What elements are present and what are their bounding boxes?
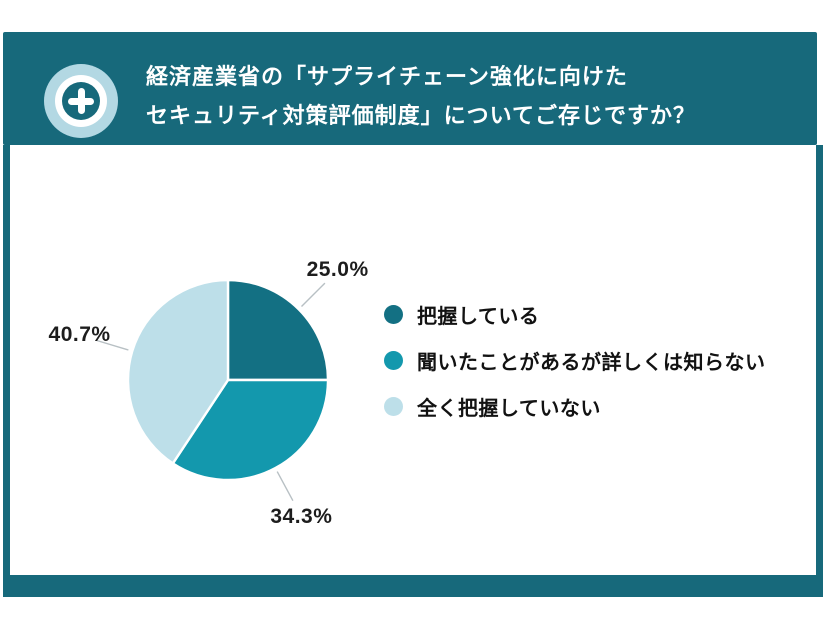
legend-label-1: 聞いたことがあるが詳しくは知らない [417, 351, 766, 374]
legend-dot-icon [384, 304, 403, 324]
legend-label-0: 把握している [417, 305, 540, 328]
question-title-line1: 経済産業省の「サプライチェーン強化に向けた [146, 64, 628, 89]
legend-item-0: 把握している [384, 302, 766, 328]
plus-icon [77, 88, 85, 114]
legend-dot-icon [384, 350, 403, 370]
pie-value-label-2: 40.7% [48, 323, 111, 347]
question-title-line2: セキュリティ対策評価制度」についてご存じですか？ [146, 103, 697, 128]
question-header: 経済産業省の「サプライチェーン強化に向けた セキュリティ対策評価制度」についてご… [3, 32, 817, 145]
legend-item-1: 聞いたことがあるが詳しくは知らない [384, 348, 766, 374]
pie-value-label-1: 34.3% [270, 504, 333, 528]
legend: 把握している 聞いたことがあるが詳しくは知らない 全く把握していない [384, 302, 766, 440]
legend-dot-icon [384, 396, 403, 416]
legend-item-2: 全く把握していない [384, 394, 766, 420]
pie-value-label-0: 25.0% [306, 258, 369, 282]
plus-badge-icon [44, 64, 118, 138]
legend-label-2: 全く把握していない [417, 397, 601, 420]
question-title: 経済産業省の「サプライチェーン強化に向けた セキュリティ対策評価制度」についてご… [146, 57, 696, 135]
